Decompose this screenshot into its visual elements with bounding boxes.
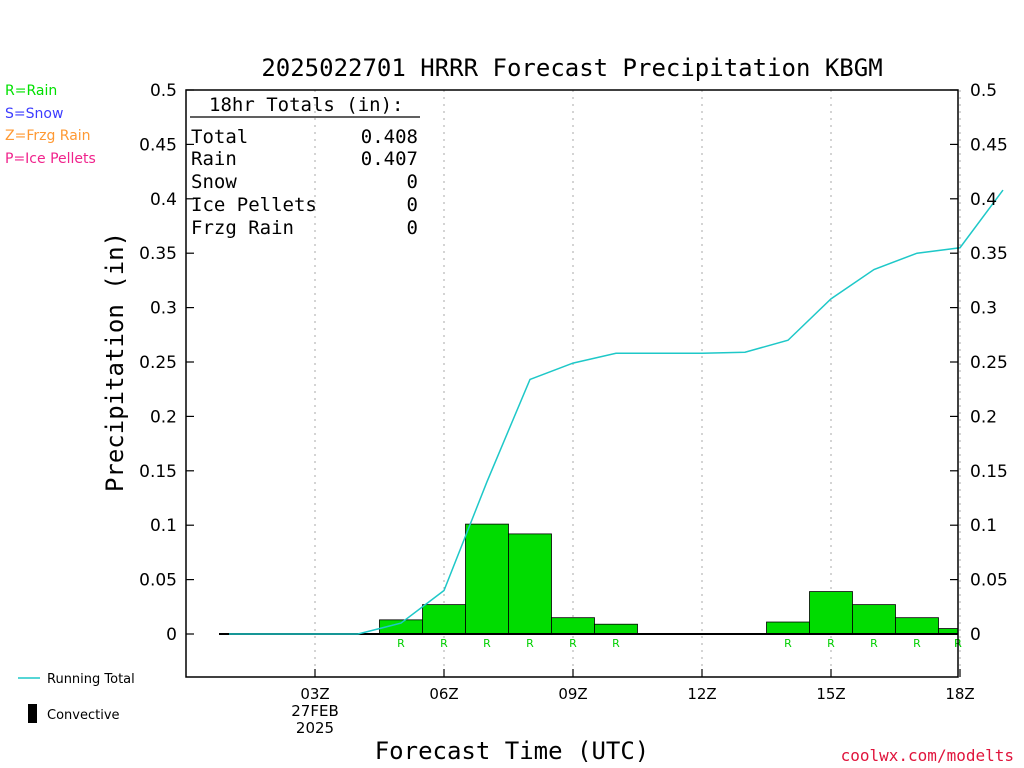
totals-label-snow: Snow (191, 171, 237, 193)
x-tick-label-3z-1: 27FEB (291, 702, 338, 720)
ptype-marker-8z: R (526, 637, 534, 650)
ptype-legend-snow: S=Snow (5, 105, 64, 122)
ptype-marker-14z: R (784, 637, 792, 650)
totals-label-frzg-rain: Frzg Rain (191, 217, 294, 239)
plot-frame (185, 89, 959, 678)
y-tick-label-right-10: 0.5 (970, 81, 997, 101)
totals-value-ice-pellets: 0 (407, 194, 418, 216)
precip-bar-10z (594, 623, 638, 635)
x-tick-label-15z-0: 15Z (816, 685, 845, 703)
ptype-marker-6z: R (440, 637, 448, 650)
convective-legend-swatch (28, 704, 37, 723)
convective-legend-label: Convective (47, 708, 120, 723)
totals-header: 18hr Totals (in): (209, 94, 403, 116)
y-tick-label-right-8: 0.4 (970, 190, 997, 210)
x-tick-label-9z-0: 09Z (558, 685, 587, 703)
ptype-marker-7z: R (483, 637, 491, 650)
ptype-legend: R=Rain S=Snow Z=Frzg Rain P=Ice Pellets (5, 80, 96, 170)
ptype-markers: R R R R R R R R R R RR (397, 637, 962, 650)
precip-bar-17z (895, 617, 939, 635)
y-tick-label-left-8: 0.4 (150, 190, 177, 210)
ptype-marker-17z: R (913, 637, 921, 650)
y-tick-label-left-2: 0.1 (150, 516, 177, 536)
y-tick-label-left-7: 0.35 (139, 244, 177, 264)
x-tick-label-3z-2: 2025 (296, 719, 334, 737)
y-tick-label-right-5: 0.25 (970, 353, 1008, 373)
y-tick-label-left-9: 0.45 (139, 135, 177, 155)
y-tick-label-left-5: 0.25 (139, 353, 177, 373)
y-tick-label-left-3: 0.15 (139, 462, 177, 482)
totals-value-snow: 0 (407, 171, 418, 193)
totals-value-total: 0.408 (361, 126, 418, 148)
y-axis-label: Precipitation (in) (101, 232, 129, 492)
precip-bar-8z (508, 533, 552, 635)
precip-bar-14z (766, 621, 810, 635)
x-axis-label: Forecast Time (UTC) (375, 737, 650, 765)
ptype-legend-ice-pellets: P=Ice Pellets (5, 150, 96, 167)
precip-bar-15z (809, 591, 853, 635)
series-legend: Running Total Convective (18, 672, 135, 723)
x-tick-label-12z-0: 12Z (687, 685, 716, 703)
ptype-marker-10z: R (612, 637, 620, 650)
y-tick-label-right-7: 0.35 (970, 244, 1008, 264)
y-tick-label-left-1: 0.05 (139, 571, 177, 591)
y-tick-label-left-4: 0.2 (150, 407, 177, 427)
totals-label-ice-pellets: Ice Pellets (191, 194, 317, 216)
y-tick-label-right-6: 0.3 (970, 299, 997, 319)
x-tick-label-18z-0: 18Z (945, 685, 974, 703)
credit-text: coolwx.com/modelts (841, 746, 1014, 765)
x-tick-label-3z-0: 03Z (300, 685, 329, 703)
y-tick-label-right-4: 0.2 (970, 407, 997, 427)
y-axis-right: 0 0.05 0.1 0.15 0.2 0.25 0.3 0.35 0.4 0.45 0.5 (950, 81, 1008, 645)
y-axis-left: 0 0.05 0.1 0.15 0.2 0.25 0.3 0.35 0.4 0.45 0.5 (139, 81, 194, 645)
y-tick-label-left-0: 0 (166, 625, 177, 645)
ptype-marker-9z: R (569, 637, 577, 650)
ptype-marker-15z: R (827, 637, 835, 650)
hourly-bars (379, 523, 959, 635)
running-total-legend-label: Running Total (47, 672, 135, 687)
y-tick-label-left-6: 0.3 (150, 299, 177, 319)
x-tick-label-6z-0: 06Z (429, 685, 458, 703)
y-tick-label-right-3: 0.15 (970, 462, 1008, 482)
precip-bar-6z (422, 604, 466, 635)
totals-value-rain: 0.407 (361, 148, 418, 170)
precip-bar-9z (551, 617, 595, 635)
precip-bar-16z (852, 604, 896, 635)
y-tick-label-right-9: 0.45 (970, 135, 1008, 155)
ptype-legend-rain: R=Rain (5, 83, 58, 99)
chart-title: 2025022701 HRRR Forecast Precipitation K… (261, 54, 882, 82)
ptype-marker-5z: R (397, 637, 405, 650)
totals-label-rain: Rain (191, 148, 237, 170)
y-tick-label-right-1: 0.05 (970, 571, 1008, 591)
running-total-line (229, 189, 1004, 635)
y-tick-label-right-0: 0 (970, 625, 981, 645)
totals-value-frzg-rain: 0 (407, 217, 418, 239)
y-tick-label-left-10: 0.5 (150, 81, 177, 101)
totals-box: 18hr Totals (in): Total 0.408 Rain 0.407… (190, 94, 420, 239)
totals-label-total: Total (191, 126, 248, 148)
precip-bar-7z (465, 523, 509, 635)
y-tick-label-right-2: 0.1 (970, 516, 997, 536)
ptype-marker-16z: R (870, 637, 878, 650)
ptype-legend-frzg-rain: Z=Frzg Rain (5, 128, 91, 144)
